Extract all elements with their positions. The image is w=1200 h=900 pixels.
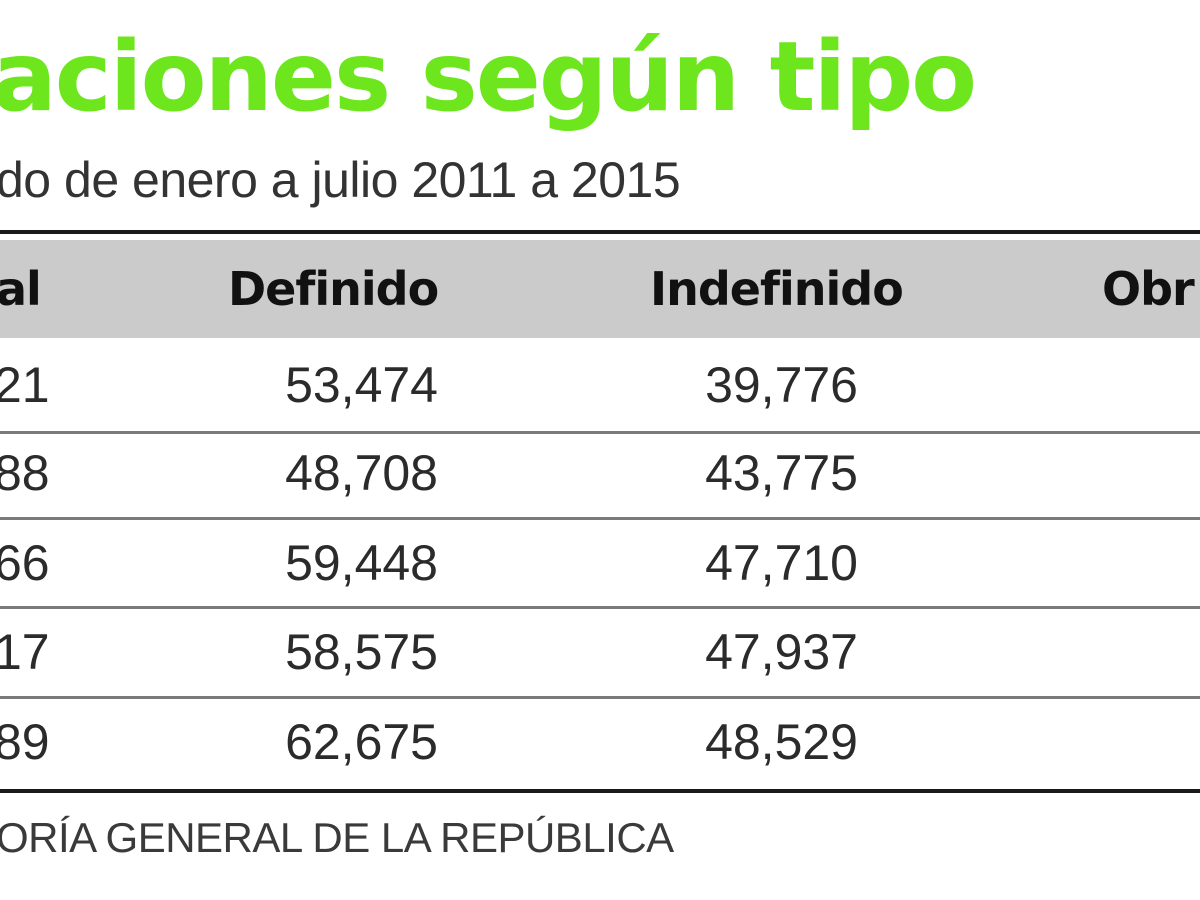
cell-definido: 59,448 [285,535,438,591]
row-divider [0,517,1200,520]
cell-definido: 62,675 [285,714,438,770]
row-divider [0,696,1200,699]
table-row: 66 59,448 47,710 [0,520,1200,606]
chart-subtitle: do de enero a julio 2011 a 2015 [0,152,681,208]
source-credit: ORÍA GENERAL DE LA REPÚBLICA [0,814,674,861]
table-row: 88 48,708 43,775 [0,430,1200,516]
cell-indefinido: 39,776 [705,357,858,413]
chart-title: aciones según tipo [0,21,977,133]
cell-total: 17 [0,624,50,680]
header-obra: Obr [1102,262,1195,316]
cell-indefinido: 48,529 [705,714,858,770]
cell-definido: 58,575 [285,624,438,680]
table-row: 89 62,675 48,529 [0,699,1200,785]
table-row: 21 53,474 39,776 [0,342,1200,428]
header-definido: Definido [228,262,439,316]
cell-indefinido: 43,775 [705,445,858,501]
cell-total: 66 [0,535,50,591]
cell-indefinido: 47,937 [705,624,858,680]
table-header: al Definido Indefinido Obr [0,240,1200,338]
table-top-rule [0,230,1200,234]
cell-total: 88 [0,445,50,501]
cell-total: 89 [0,714,50,770]
header-indefinido: Indefinido [650,262,904,316]
cell-total: 21 [0,357,50,413]
cell-definido: 48,708 [285,445,438,501]
row-divider [0,431,1200,434]
cell-definido: 53,474 [285,357,438,413]
cell-indefinido: 47,710 [705,535,858,591]
table-bottom-rule [0,789,1200,793]
table-row: 17 58,575 47,937 [0,609,1200,695]
header-total: al [0,262,42,316]
row-divider [0,606,1200,609]
